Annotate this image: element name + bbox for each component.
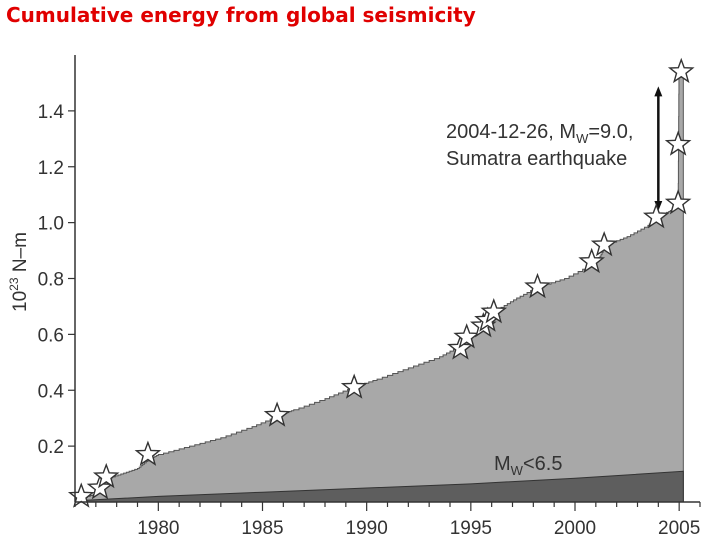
x-tick-label: 1980 <box>137 518 179 539</box>
earthquake-star-marker <box>67 482 95 508</box>
sumatra-annotation-magnitude: =9.0, <box>588 121 633 143</box>
sumatra-annotation-line1: 2004-12-26, M <box>446 121 576 143</box>
small-events-label-base: M <box>494 453 511 475</box>
earthquake-star-marker <box>667 57 695 84</box>
sumatra-annotation-subscript: W <box>576 131 589 146</box>
earthquake-star-marker <box>664 189 692 215</box>
sumatra-annotation: 2004-12-26, MW=9.0, Sumatra earthquake <box>446 121 633 170</box>
y-axis-label-exponent: 23 <box>7 277 21 291</box>
small-events-label: MW<6.5 <box>494 453 562 478</box>
y-axis-label-base: 10 <box>10 291 31 312</box>
y-tick-label: 0.8 <box>38 270 64 291</box>
earthquake-star-marker <box>134 440 162 466</box>
page-title: Cumulative energy from global seismicity <box>6 3 476 27</box>
x-tick-label: 1985 <box>241 518 283 539</box>
x-tick-label: 1990 <box>346 518 388 539</box>
x-tick-label: 2000 <box>554 518 596 539</box>
earthquake-star-marker <box>578 247 606 274</box>
y-tick-label: 0.4 <box>38 381 65 402</box>
x-tick-label: 2005 <box>658 518 700 539</box>
earthquake-star-marker <box>524 272 551 299</box>
earthquake-star-marker <box>453 323 481 349</box>
y-tick-label: 1.0 <box>38 214 64 235</box>
small-events-label-subscript: W <box>511 463 524 478</box>
x-tick-label: 1995 <box>450 518 492 539</box>
y-axis-label: 1023 N–m <box>7 232 31 312</box>
y-axis-label-unit: N–m <box>10 232 31 277</box>
sumatra-annotation-line2: Sumatra earthquake <box>446 148 627 170</box>
earthquake-star-marker <box>642 203 670 229</box>
small-events-area <box>78 470 684 503</box>
earthquake-star-marker <box>480 297 508 324</box>
earthquake-star-marker <box>590 230 618 257</box>
y-tick-label: 1.4 <box>38 102 65 123</box>
y-tick-label: 0.2 <box>38 437 64 458</box>
earthquake-star-marker <box>263 401 291 427</box>
earthquake-star-marker <box>664 130 692 156</box>
y-tick-label: 1.2 <box>38 158 64 179</box>
small-events-label-rest: <6.5 <box>523 453 562 475</box>
earthquake-star-marker <box>92 462 120 489</box>
earthquake-star-marker <box>340 373 368 399</box>
y-tick-label: 0.6 <box>38 325 64 346</box>
